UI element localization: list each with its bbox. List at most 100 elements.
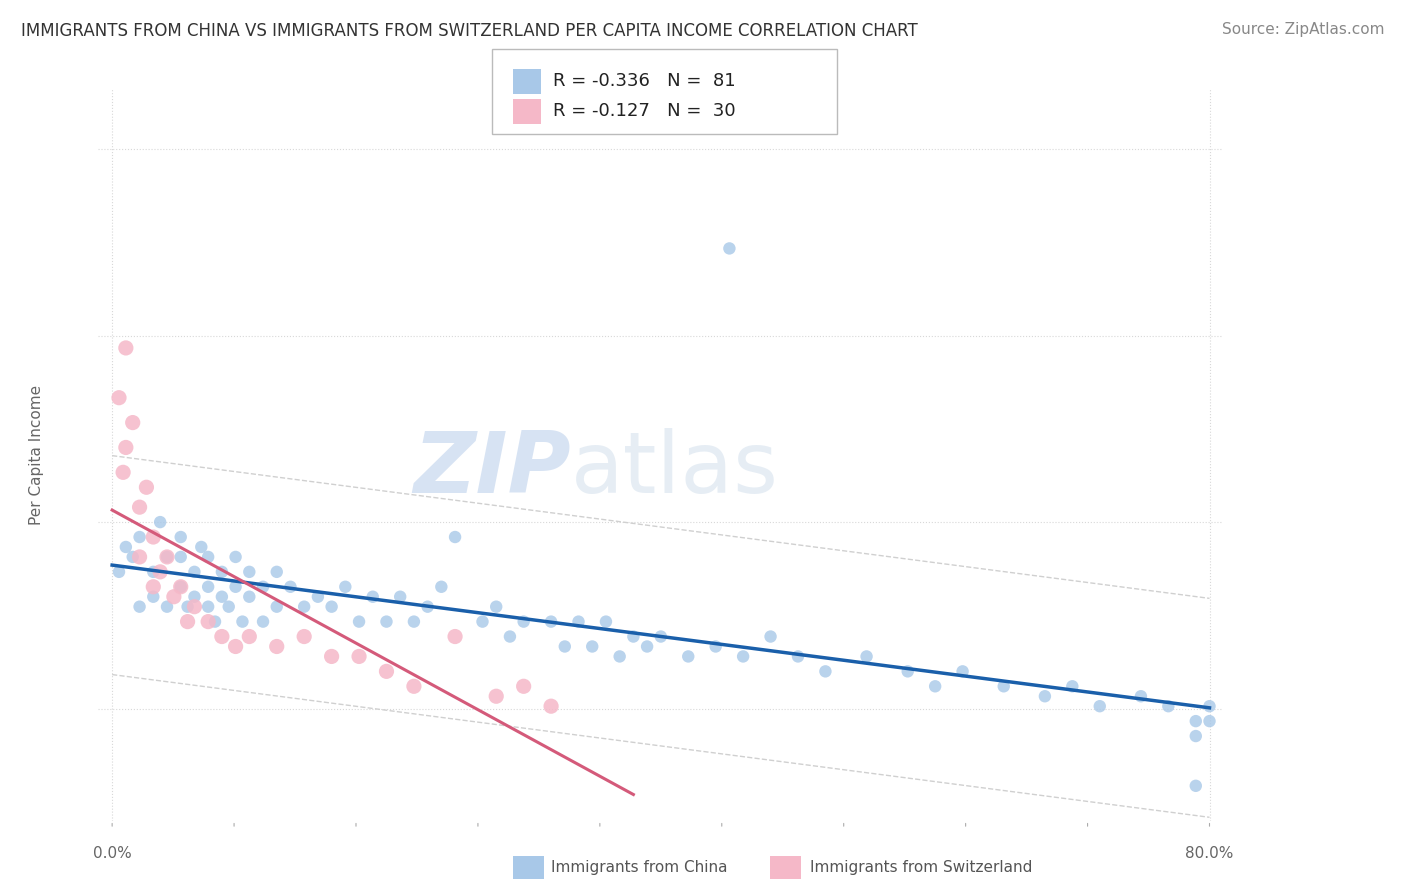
Point (197, 599, 219, 614)
Point (335, 580, 357, 594)
Point (1033, 690, 1056, 704)
Point (225, 640, 247, 654)
Point (512, 679, 534, 693)
Point (211, 590, 233, 604)
Point (197, 580, 219, 594)
Point (581, 640, 603, 654)
Point (444, 630, 467, 644)
Point (1198, 714, 1220, 728)
Point (540, 699, 562, 714)
Point (897, 665, 920, 679)
Point (1088, 699, 1111, 714)
Point (176, 615, 198, 629)
Point (266, 599, 288, 614)
Point (142, 580, 165, 594)
Point (704, 640, 727, 654)
Point (759, 630, 782, 644)
Point (855, 649, 877, 664)
Point (121, 549, 143, 564)
Text: Source: ZipAtlas.com: Source: ZipAtlas.com (1222, 22, 1385, 37)
Point (190, 540, 212, 554)
Point (1184, 779, 1206, 793)
Point (197, 549, 219, 564)
Point (347, 615, 370, 629)
Point (814, 665, 837, 679)
Point (128, 500, 150, 515)
Text: R = -0.127   N =  30: R = -0.127 N = 30 (553, 102, 735, 120)
Point (183, 590, 205, 604)
Point (142, 530, 165, 544)
Point (108, 391, 131, 405)
Point (170, 530, 193, 544)
Point (952, 665, 974, 679)
Point (595, 615, 617, 629)
Point (112, 466, 135, 480)
Point (361, 590, 384, 604)
Point (416, 599, 439, 614)
Point (292, 630, 315, 644)
Point (307, 590, 329, 604)
Text: atlas: atlas (571, 428, 779, 511)
Point (266, 640, 288, 654)
Point (430, 580, 453, 594)
Point (252, 580, 274, 594)
Point (231, 615, 253, 629)
Point (128, 549, 150, 564)
Point (485, 690, 508, 704)
Point (156, 549, 179, 564)
Point (375, 615, 398, 629)
Point (204, 615, 226, 629)
Point (554, 640, 576, 654)
Point (389, 590, 412, 604)
Text: R = -0.336   N =  81: R = -0.336 N = 81 (553, 71, 735, 89)
Point (512, 615, 534, 629)
Point (636, 640, 658, 654)
Point (266, 565, 288, 579)
Point (149, 565, 172, 579)
Text: 0.0%: 0.0% (93, 846, 132, 861)
Text: Immigrants from China: Immigrants from China (551, 860, 728, 874)
Point (238, 630, 260, 644)
Point (375, 665, 398, 679)
Point (135, 480, 157, 494)
Point (115, 341, 138, 355)
Text: Immigrants from Switzerland: Immigrants from Switzerland (810, 860, 1032, 874)
Point (924, 679, 946, 693)
Point (149, 515, 172, 529)
Point (170, 549, 193, 564)
Point (218, 599, 240, 614)
Point (238, 565, 260, 579)
Text: IMMIGRANTS FROM CHINA VS IMMIGRANTS FROM SWITZERLAND PER CAPITA INCOME CORRELATI: IMMIGRANTS FROM CHINA VS IMMIGRANTS FROM… (21, 22, 918, 40)
Text: ZIP: ZIP (413, 428, 571, 511)
Point (321, 649, 343, 664)
Point (499, 630, 522, 644)
Point (650, 630, 672, 644)
Point (1184, 729, 1206, 743)
Point (993, 679, 1015, 693)
Point (170, 580, 193, 594)
Point (197, 615, 219, 629)
Point (108, 565, 131, 579)
Point (540, 615, 562, 629)
Point (402, 615, 425, 629)
Point (225, 549, 247, 564)
Point (718, 242, 741, 256)
Point (128, 530, 150, 544)
Point (156, 599, 179, 614)
Point (211, 565, 233, 579)
Point (444, 530, 467, 544)
Point (252, 615, 274, 629)
Point (471, 615, 494, 629)
Point (183, 565, 205, 579)
Point (280, 580, 302, 594)
Point (787, 649, 810, 664)
Point (485, 599, 508, 614)
Point (1129, 690, 1152, 704)
Point (163, 590, 186, 604)
Point (678, 649, 700, 664)
Point (183, 599, 205, 614)
Text: 80.0%: 80.0% (1185, 846, 1233, 861)
Point (121, 416, 143, 430)
Point (115, 540, 138, 554)
Point (1062, 679, 1084, 693)
